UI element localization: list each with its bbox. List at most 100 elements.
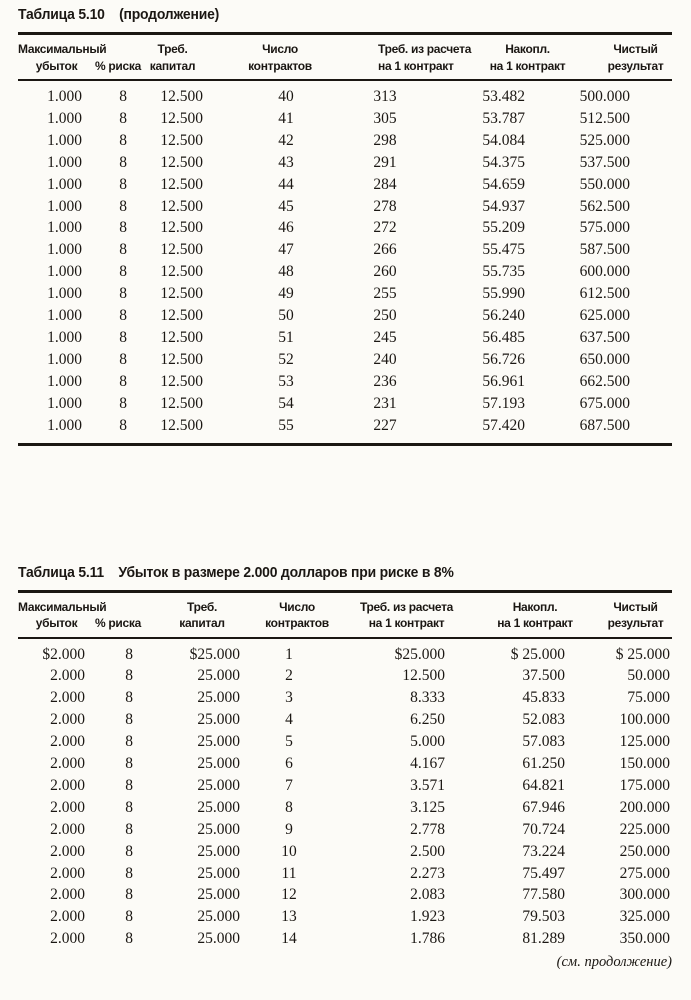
cell: 53	[278, 372, 294, 390]
cell: 12.500	[160, 328, 203, 346]
cell: 12.500	[160, 394, 203, 412]
cell: 266	[373, 241, 397, 259]
cell: 6	[285, 755, 293, 773]
cell: 1.923	[410, 908, 445, 926]
cell: 25.000	[197, 930, 240, 948]
cell: 42	[278, 131, 294, 149]
cell: 45.833	[522, 689, 565, 707]
cell: 2.000	[50, 689, 85, 707]
cell: 73.224	[522, 842, 565, 860]
cell: 625.000	[579, 307, 630, 325]
cell: 4.167	[410, 755, 445, 773]
cell: 8	[125, 689, 133, 707]
cell: 25.000	[197, 711, 240, 729]
cell: 8	[125, 798, 133, 816]
cell: 44	[278, 175, 294, 193]
cell: 8	[119, 350, 127, 368]
cell: 1.000	[47, 197, 82, 215]
table-row: 2.000 8 25.000 12 2.083 77.580 300.000	[18, 884, 672, 906]
cell: 10	[281, 842, 297, 860]
cell: 1	[285, 645, 293, 663]
table-5-10-title-note: (продолжение)	[119, 7, 220, 23]
cell: 1.000	[47, 175, 82, 193]
cell: 8	[119, 394, 127, 412]
header-row: Максимальный убыток% риска Треб. капитал Чис…	[18, 33, 672, 81]
cell: 2.000	[50, 798, 85, 816]
cell: 8	[119, 88, 127, 105]
cell: 67.946	[522, 798, 565, 816]
column-header: Треб. капитал	[135, 33, 210, 81]
column-header: Максимальный убыток	[18, 33, 107, 81]
cell: 8.333	[410, 689, 445, 707]
cell: 13	[281, 908, 297, 926]
cell: 25.000	[197, 842, 240, 860]
cell: 245	[373, 328, 397, 346]
cell: 305	[373, 109, 397, 127]
cell: 1.000	[47, 263, 82, 281]
cell: 56.961	[482, 372, 525, 390]
table-row: 2.000 8 25.000 3 8.333 45.833 75.000	[18, 687, 672, 709]
cell: 2.000	[50, 908, 85, 926]
table-row: 1.000 8 12.500 49 255 55.990 612.500	[18, 283, 672, 305]
cell: 2.000	[50, 930, 85, 948]
cell: 25.000	[197, 798, 240, 816]
cell: 675.000	[579, 394, 630, 412]
header-row: Максимальный убыток% риска Треб. капитал Чис…	[18, 591, 672, 639]
cell: 550.000	[579, 175, 630, 193]
cell: 8	[125, 733, 133, 751]
cell: 25.000	[197, 733, 240, 751]
table-row: 2.000 8 25.000 9 2.778 70.724 225.000	[18, 819, 672, 841]
cell: 3	[285, 689, 293, 707]
cell: 8	[119, 219, 127, 237]
cell: 12.500	[160, 153, 203, 171]
cell: 2.000	[50, 755, 85, 773]
table-row: 1.000 8 12.500 53 236 56.961 662.500	[18, 371, 672, 393]
table-row: 1.000 8 12.500 46 272 55.209 575.000	[18, 217, 672, 239]
table-row: 1.000 8 12.500 45 278 54.937 562.500	[18, 196, 672, 218]
table-5-11: Максимальный убыток% риска Треб. капитал Чис…	[18, 589, 672, 951]
cell: 79.503	[522, 908, 565, 926]
cell: 8	[119, 372, 127, 390]
cell: 1.000	[47, 394, 82, 412]
cell: 2.000	[50, 864, 85, 882]
table-5-11-section: Таблица 5.11 Убыток в размере 2.000 долла…	[18, 565, 672, 951]
cell: 2.000	[50, 886, 85, 904]
table-row: 2.000 8 25.000 14 1.786 81.289 350.000	[18, 928, 672, 950]
cell: 125.000	[619, 733, 670, 751]
cell: $ 25.000	[615, 645, 670, 663]
cell: 2.778	[410, 820, 445, 838]
cell: 25.000	[197, 755, 240, 773]
cell: 562.500	[579, 197, 630, 215]
cell: 236	[373, 372, 397, 390]
table-row: 1.000 8 12.500 51 245 56.485 637.500	[18, 327, 672, 349]
column-header: Число контрактов	[210, 33, 350, 81]
cell: 51	[278, 328, 294, 346]
cell: 11	[281, 864, 297, 882]
cell: 55.735	[482, 263, 525, 281]
cell: 12.500	[160, 350, 203, 368]
cell: 1.000	[47, 88, 82, 105]
cell: 272	[373, 219, 397, 237]
table-row: 1.000 8 12.500 50 250 56.240 625.000	[18, 305, 672, 327]
cell: 75.000	[627, 689, 670, 707]
cell: 1.000	[18, 414, 95, 446]
table-row: 1.000 8 12.500 42 298 54.084 525.000	[18, 130, 672, 152]
cell: 81.289	[522, 930, 565, 948]
cell: 7	[285, 776, 293, 794]
table-row: 2.000 8 25.000 8 3.125 67.946 200.000	[18, 797, 672, 819]
cell: 2.500	[410, 842, 445, 860]
cell: 45	[278, 197, 294, 215]
cell: 500.000	[579, 88, 630, 105]
cell: 8	[125, 864, 133, 882]
table-5-11-title-caption: Убыток в размере 2.000 долларов при риск…	[118, 564, 454, 581]
table-row: 1.000 8 12.500 41 305 53.787 512.500	[18, 108, 672, 130]
table-row: 2.000 8 25.000 7 3.571 64.821 175.000	[18, 775, 672, 797]
column-header: Чистый результат	[573, 591, 672, 639]
cell: 5.000	[410, 733, 445, 751]
cell: 637.500	[579, 328, 630, 346]
cell: 1.000	[47, 153, 82, 171]
table-row: 1.000 8 12.500 48 260 55.735 600.000	[18, 261, 672, 283]
cell: 52.083	[522, 711, 565, 729]
cell: 275.000	[619, 864, 670, 882]
